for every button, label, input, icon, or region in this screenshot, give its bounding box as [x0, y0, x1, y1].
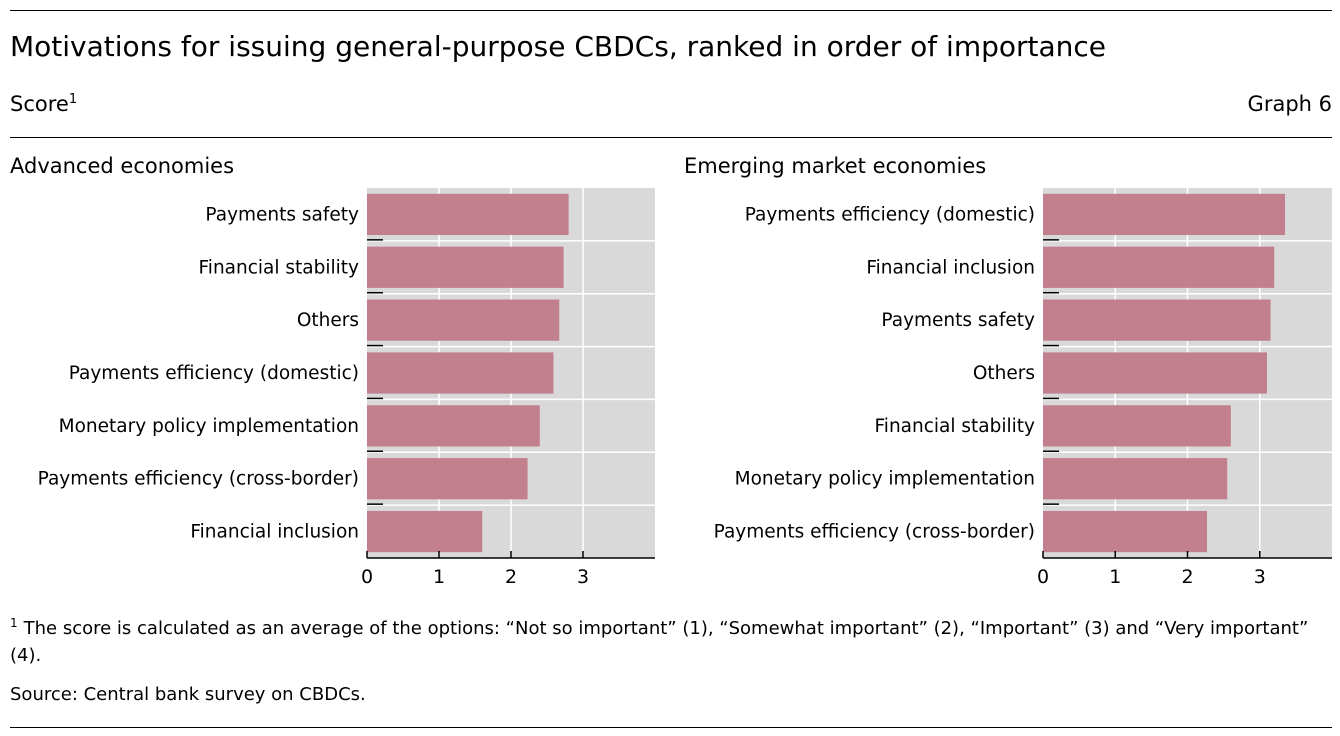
bar	[367, 458, 528, 500]
x-tick-label: 1	[1109, 566, 1121, 588]
bar	[1043, 458, 1228, 500]
x-tick-label: 3	[1254, 566, 1266, 588]
category-label: Payments efficiency (cross-border)	[714, 522, 1035, 543]
category-label: Financial stability	[199, 257, 360, 278]
category-label: Monetary policy implementation	[735, 469, 1035, 490]
chart-emerging-market-economies: Payments efficiency (domestic) Financial …	[714, 188, 1332, 588]
bar	[367, 246, 564, 288]
chart-title: Motivations for issuing general-purpose …	[10, 30, 1107, 63]
left-panel-title: Advanced economies	[10, 154, 235, 178]
category-label: Others	[297, 310, 359, 331]
bar	[367, 193, 569, 236]
subtitle-text: Score	[10, 92, 69, 116]
x-tick-label: 0	[1037, 566, 1049, 588]
top-rule	[10, 10, 1332, 11]
x-tick-label: 2	[1181, 566, 1193, 588]
header-rule	[10, 137, 1332, 138]
category-label: Payments safety	[205, 204, 359, 225]
graph-number: Graph 6	[1247, 92, 1332, 116]
category-label: Financial stability	[875, 416, 1036, 437]
bar	[367, 510, 483, 553]
bar	[1043, 193, 1286, 236]
bar	[367, 352, 554, 394]
bar	[1043, 405, 1231, 447]
category-label: Payments efficiency (cross-border)	[38, 469, 359, 490]
footnote-marker: 1	[10, 616, 18, 630]
x-tick-label: 1	[433, 566, 445, 588]
footnote-text: The score is calculated as an average of…	[10, 618, 1309, 666]
bar	[1043, 352, 1267, 394]
subtitle-footnote-marker: 1	[68, 92, 78, 107]
right-panel-title: Emerging market economies	[684, 154, 987, 178]
chart-advanced-economies: Payments safety Financial stability Others…	[38, 188, 655, 588]
category-label: Financial inclusion	[866, 257, 1035, 278]
bar	[1043, 246, 1275, 288]
source-note: Source: Central bank survey on CBDCs.	[10, 684, 366, 705]
chart-subtitle: Score1	[10, 92, 77, 116]
x-tick-label: 2	[505, 566, 517, 588]
category-label: Monetary policy implementation	[59, 416, 359, 437]
bar	[367, 405, 540, 447]
bar	[1043, 299, 1271, 341]
x-tick-label: 3	[577, 566, 589, 588]
bar	[367, 299, 560, 341]
bar	[1043, 510, 1208, 553]
category-label: Financial inclusion	[190, 522, 359, 543]
category-label: Payments efficiency (domestic)	[745, 204, 1035, 225]
category-label: Payments efficiency (domestic)	[69, 363, 359, 384]
category-label: Others	[973, 363, 1035, 384]
bottom-rule	[10, 727, 1332, 728]
x-tick-label: 0	[361, 566, 373, 588]
category-label: Payments safety	[881, 310, 1035, 331]
footnote: 1 The score is calculated as an average o…	[10, 610, 1310, 669]
